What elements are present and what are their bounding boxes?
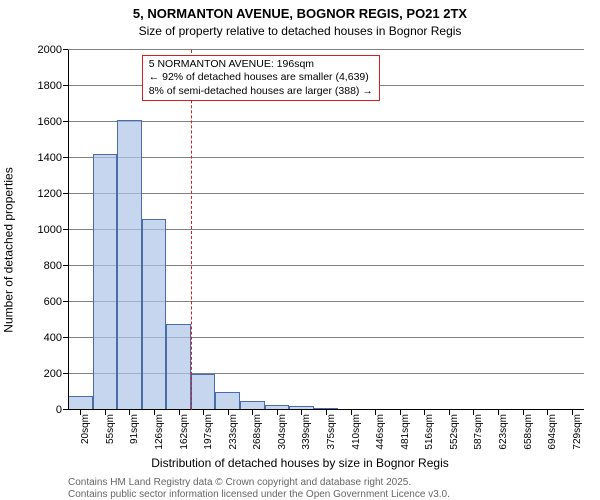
x-tick-label: 126sqm: [154, 414, 165, 450]
plot-area: 0200400600800100012001400160018002000 20…: [68, 50, 584, 410]
y-tick-label: 1400: [38, 152, 62, 164]
y-tick-label: 1600: [38, 116, 62, 128]
x-tick-label: 162sqm: [179, 414, 190, 450]
y-tick-label: 0: [56, 404, 62, 416]
annotation-line-3: 8% of semi-detached houses are larger (3…: [149, 85, 373, 99]
x-tick-label: 552sqm: [449, 414, 460, 450]
x-tick-label: 481sqm: [400, 414, 411, 450]
x-tick-label: 197sqm: [203, 414, 214, 450]
chart-subtitle: Size of property relative to detached ho…: [0, 24, 600, 38]
y-tick-label: 1800: [38, 80, 62, 92]
x-tick-label: 658sqm: [523, 414, 534, 450]
annotation-line-1: 5 NORMANTON AVENUE: 196sqm: [149, 58, 373, 72]
x-tick-label: 20sqm: [80, 414, 91, 444]
annotation-box: 5 NORMANTON AVENUE: 196sqm← 92% of detac…: [142, 55, 380, 102]
x-axis-label: Distribution of detached houses by size …: [0, 456, 600, 470]
y-tick-label: 600: [44, 296, 62, 308]
attribution-line-2: Contains public sector information licen…: [68, 489, 450, 500]
x-tick-label: 339sqm: [301, 414, 312, 450]
x-tick-label: 587sqm: [473, 414, 484, 450]
x-tick-label: 410sqm: [351, 414, 362, 450]
x-tick-label: 729sqm: [572, 414, 583, 450]
x-tick-label: 694sqm: [547, 414, 558, 450]
y-tick-label: 1200: [38, 188, 62, 200]
x-tick-label: 446sqm: [375, 414, 386, 450]
x-tick-label: 55sqm: [105, 414, 116, 444]
chart-container: 5, NORMANTON AVENUE, BOGNOR REGIS, PO21 …: [0, 0, 600, 500]
attribution-line-1: Contains HM Land Registry data © Crown c…: [68, 477, 411, 488]
x-tick-label: 268sqm: [252, 414, 263, 450]
annotation-line-2: ← 92% of detached houses are smaller (4,…: [149, 71, 373, 85]
marker-line: [191, 50, 192, 410]
x-tick-label: 623sqm: [498, 414, 509, 450]
x-tick-label: 233sqm: [228, 414, 239, 450]
x-tick-label: 375sqm: [326, 414, 337, 450]
y-tick-label: 200: [44, 368, 62, 380]
y-tick-label: 1000: [38, 224, 62, 236]
y-axis-label: Number of detached properties: [0, 0, 18, 500]
y-tick-label: 400: [44, 332, 62, 344]
y-tick-label: 2000: [38, 44, 62, 56]
x-tick-label: 516sqm: [424, 414, 435, 450]
y-tick-label: 800: [44, 260, 62, 272]
x-tick-label: 304sqm: [277, 414, 288, 450]
chart-title: 5, NORMANTON AVENUE, BOGNOR REGIS, PO21 …: [0, 6, 600, 21]
overlay-layer: 5 NORMANTON AVENUE: 196sqm← 92% of detac…: [68, 50, 584, 410]
x-tick-label: 91sqm: [129, 414, 140, 444]
